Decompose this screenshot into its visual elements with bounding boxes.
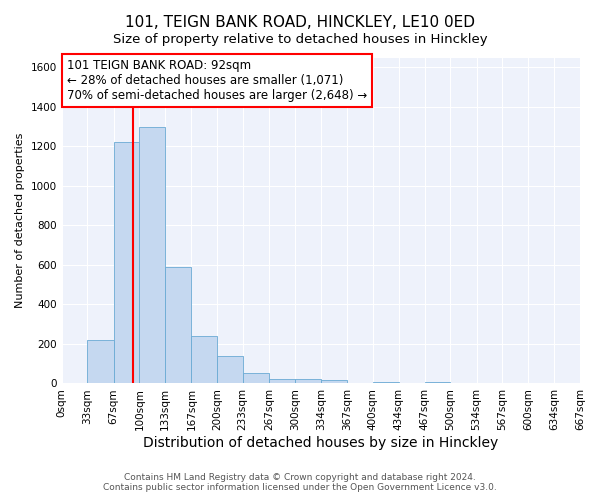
Bar	[295, 379, 321, 384]
Text: 101 TEIGN BANK ROAD: 92sqm
← 28% of detached houses are smaller (1,071)
70% of s: 101 TEIGN BANK ROAD: 92sqm ← 28% of deta…	[67, 59, 367, 102]
X-axis label: Distribution of detached houses by size in Hinckley: Distribution of detached houses by size …	[143, 436, 499, 450]
Bar	[321, 380, 347, 384]
Y-axis label: Number of detached properties: Number of detached properties	[15, 133, 25, 308]
Bar	[165, 267, 191, 384]
Bar	[243, 372, 269, 384]
Text: Size of property relative to detached houses in Hinckley: Size of property relative to detached ho…	[113, 32, 487, 46]
Text: Contains HM Land Registry data © Crown copyright and database right 2024.
Contai: Contains HM Land Registry data © Crown c…	[103, 473, 497, 492]
Bar	[269, 378, 295, 384]
Bar	[139, 126, 165, 384]
Bar	[114, 142, 139, 384]
Bar	[217, 356, 243, 384]
Text: 101, TEIGN BANK ROAD, HINCKLEY, LE10 0ED: 101, TEIGN BANK ROAD, HINCKLEY, LE10 0ED	[125, 15, 475, 30]
Bar	[191, 336, 217, 384]
Bar	[88, 340, 114, 384]
Bar	[373, 382, 399, 384]
Bar	[425, 382, 450, 384]
